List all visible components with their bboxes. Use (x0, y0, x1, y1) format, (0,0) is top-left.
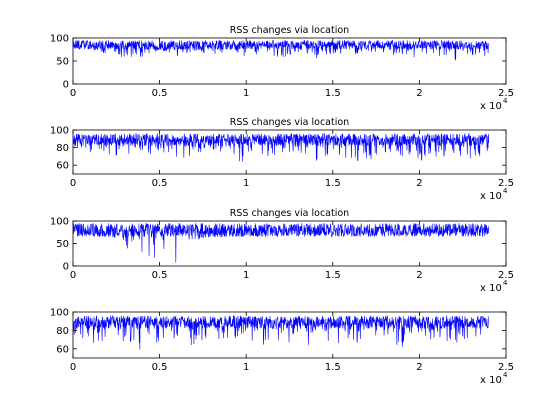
y-tick-label: 100 (50, 34, 69, 45)
x-tick-label: 1 (243, 362, 249, 373)
x-tick-label: 2 (416, 178, 422, 189)
x-tick-label: 0.5 (152, 362, 168, 373)
rss-series-line (72, 222, 489, 263)
x-tick-label: 0.5 (152, 88, 168, 99)
y-tick-label: 0 (63, 80, 69, 91)
x-exponent-superscript: 4 (503, 187, 508, 195)
x-exponent-label: x 10 (480, 375, 502, 386)
x-tick-label: 1 (243, 270, 249, 281)
x-tick-label: 2.5 (498, 270, 514, 281)
rss-series-line (72, 314, 489, 350)
y-tick-label: 50 (56, 239, 69, 250)
y-tick-label: 80 (56, 143, 69, 154)
y-tick-label: 50 (56, 57, 69, 68)
x-exponent-label: x 10 (480, 101, 502, 112)
x-tick-label: 1.5 (325, 362, 341, 373)
x-tick-label: 0 (70, 270, 76, 281)
y-tick-label: 80 (56, 326, 69, 337)
subplot-1: 0 0.5 1 1.5 2 2.5 0 50 100 x 10 4 RSS changes via l… (50, 25, 514, 112)
rss-series-line (72, 132, 489, 162)
x-exponent-superscript: 4 (503, 371, 508, 379)
chart-title: RSS changes via location (230, 117, 349, 128)
x-tick-label: 2 (416, 270, 422, 281)
y-tick-label: 100 (50, 126, 69, 137)
y-tick-label: 100 (50, 308, 69, 319)
x-exponent-superscript: 4 (503, 279, 508, 287)
x-tick-label: 2 (416, 362, 422, 373)
x-tick-label: 0.5 (152, 270, 168, 281)
x-exponent-superscript: 4 (503, 97, 508, 105)
y-tick-label: 100 (50, 217, 69, 228)
x-tick-label: 2.5 (498, 362, 514, 373)
x-tick-label: 0 (70, 362, 76, 373)
x-tick-label: 1 (243, 178, 249, 189)
chart-title: RSS changes via location (230, 208, 349, 219)
x-tick-label: 0 (70, 178, 76, 189)
subplot-4: 0 0.5 1 1.5 2 2.5 60 80 100 x 10 4 (50, 308, 514, 387)
x-exponent-label: x 10 (480, 283, 502, 294)
x-tick-label: 0 (70, 88, 76, 99)
x-tick-label: 1 (243, 88, 249, 99)
x-tick-label: 1.5 (325, 88, 341, 99)
rss-series-line (72, 39, 489, 61)
x-tick-label: 1.5 (325, 270, 341, 281)
x-exponent-label: x 10 (480, 191, 502, 202)
subplot-3: 0 0.5 1 1.5 2 2.5 0 50 100 x 10 4 RSS changes via l… (50, 208, 514, 294)
chart-title: RSS changes via location (230, 25, 349, 36)
x-tick-label: 2 (416, 88, 422, 99)
y-tick-label: 60 (56, 161, 69, 172)
x-tick-label: 2.5 (498, 178, 514, 189)
x-tick-label: 2.5 (498, 88, 514, 99)
x-tick-label: 1.5 (325, 178, 341, 189)
x-tick-label: 0.5 (152, 178, 168, 189)
y-tick-label: 0 (63, 262, 69, 273)
y-tick-label: 60 (56, 344, 69, 355)
subplot-2: 0 0.5 1 1.5 2 2.5 60 80 100 x 10 4 RSS changes via … (50, 117, 514, 202)
